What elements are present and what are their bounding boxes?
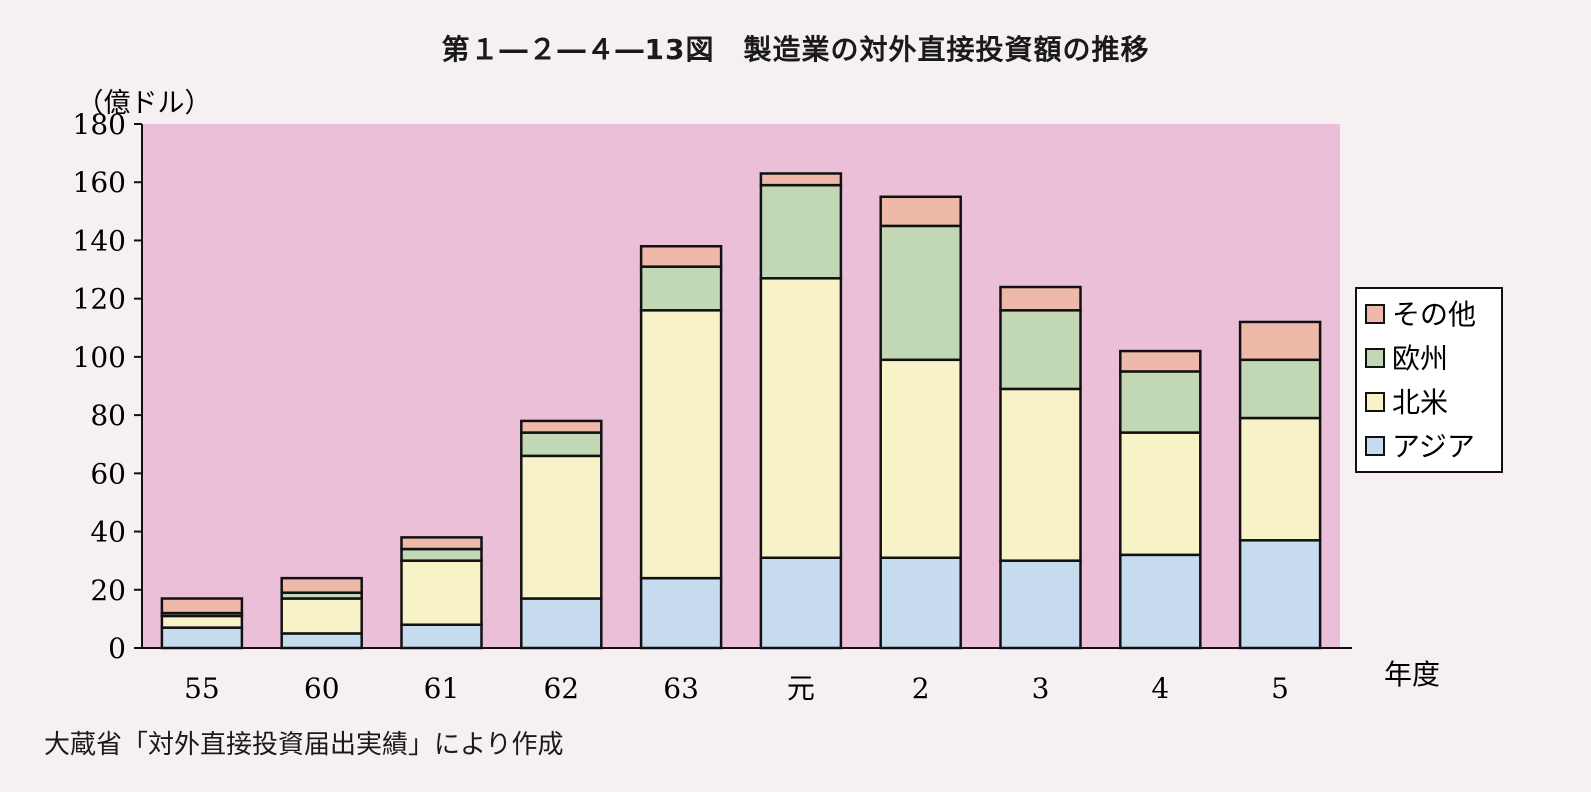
y-tick-label: 140 [73, 224, 126, 257]
x-tick-label: 60 [304, 672, 340, 705]
bar-segment-north_america [759, 277, 843, 560]
bar-segment-europe [879, 224, 962, 362]
bar-segment-north_america [999, 387, 1082, 562]
bar-segment-north_america [400, 559, 483, 626]
y-tick-label: 100 [73, 341, 126, 374]
bar-segment-europe [759, 183, 843, 280]
bar-segment-europe [639, 265, 723, 312]
x-axis: 55 60 61 62 63 元 2 3 4 5 [142, 647, 1352, 705]
y-tick-label: 40 [90, 516, 126, 549]
bar-segment-europe [999, 309, 1082, 391]
bar-segment-other [1119, 349, 1202, 373]
x-tick-label: 62 [543, 672, 579, 705]
bar-segment-north_america [160, 614, 244, 629]
y-tick-label: 20 [90, 574, 126, 607]
bars [160, 172, 1322, 650]
bar-segment-other [520, 419, 603, 434]
bar-segment-other [759, 172, 843, 187]
y-axis-label: （億ドル） [77, 88, 212, 119]
bar-segment-asia [999, 559, 1082, 650]
bar-segment-asia [759, 556, 843, 650]
legend-label-asia: アジア [1392, 430, 1475, 463]
bar-segment-other [999, 285, 1082, 312]
bar-segment-north_america [1119, 431, 1202, 557]
y-axis: 0 20 40 60 80 100 120 140 160 180 [73, 108, 143, 665]
x-tick-label: 63 [663, 672, 699, 705]
bar-segment-asia [280, 632, 363, 650]
bar-segment-north_america [879, 358, 962, 560]
bar-segment-europe [1119, 370, 1202, 434]
bar-segment-asia [400, 623, 483, 650]
legend-swatch-europe [1365, 348, 1385, 368]
y-tick-label: 60 [90, 457, 126, 490]
x-axis-label: 年度 [1384, 658, 1440, 691]
bar-segment-other [639, 245, 723, 268]
bar-segment-asia [639, 576, 723, 650]
x-tick-label: 2 [912, 672, 930, 705]
bar-segment-asia [160, 626, 244, 650]
legend-swatch-north_america [1365, 392, 1385, 412]
y-tick-label: 160 [73, 166, 126, 199]
bar-segment-asia [520, 597, 603, 650]
bar-segment-asia [879, 556, 962, 650]
bar-segment-other [160, 597, 244, 615]
bar-segment-north_america [1238, 416, 1322, 542]
y-tick-label: 0 [108, 632, 126, 665]
y-tick-label: 80 [90, 399, 126, 432]
chart-title: 第１―２―４―13図 製造業の対外直接投資額の推移 [441, 33, 1150, 66]
x-tick-label: 4 [1151, 672, 1169, 705]
legend-swatch-other [1365, 304, 1385, 324]
x-tick-label: 55 [184, 672, 220, 705]
bar-segment-other [1238, 320, 1322, 362]
bar-segment-north_america [520, 454, 603, 600]
legend-label-europe: 欧州 [1392, 342, 1448, 375]
bar-segment-other [879, 195, 962, 228]
bar-segment-europe [520, 431, 603, 458]
bar-segment-north_america [280, 597, 363, 635]
bar-segment-europe [1238, 358, 1322, 420]
legend-label-other: その他 [1392, 298, 1476, 331]
legend-label-north_america: 北米 [1392, 386, 1448, 419]
y-tick-label: 120 [73, 283, 126, 316]
x-tick-label: 3 [1032, 672, 1050, 705]
bar-segment-asia [1238, 539, 1322, 650]
bar-segment-other [400, 536, 483, 551]
bar-segment-north_america [639, 309, 723, 580]
bar-segment-europe [400, 547, 483, 562]
x-tick-label: 元 [787, 672, 815, 705]
bar-segment-asia [1119, 553, 1202, 650]
legend-swatch-asia [1365, 436, 1385, 456]
x-tick-label: 5 [1271, 672, 1289, 705]
source-note: 大蔵省「対外直接投資届出実績」により作成 [44, 730, 564, 760]
bar-segment-other [280, 576, 363, 594]
y-tick-label: 180 [73, 108, 126, 141]
x-tick-label: 61 [424, 672, 460, 705]
